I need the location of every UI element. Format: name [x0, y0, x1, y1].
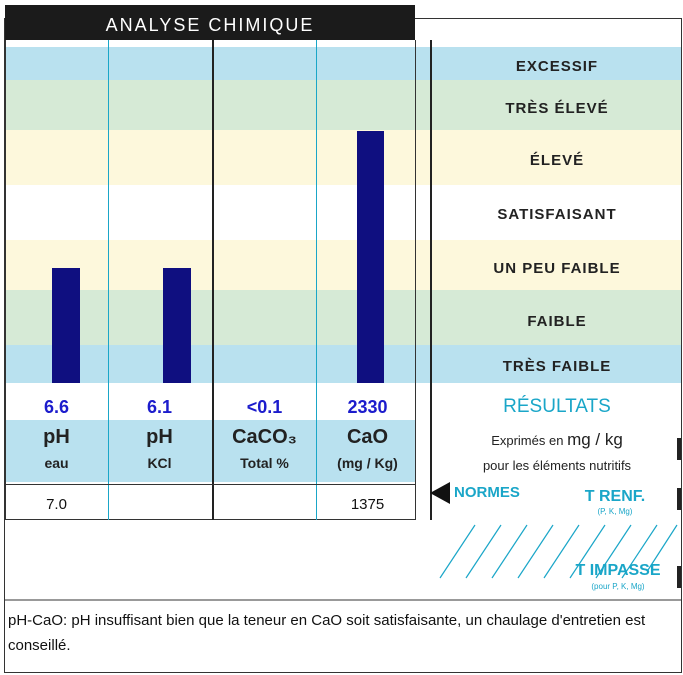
name: CaCO₃	[232, 426, 297, 448]
value: 6.6	[43, 397, 70, 417]
level-label: EXCESSIF	[515, 58, 599, 75]
band	[5, 130, 682, 185]
level-label: TRÈS FAIBLE	[502, 358, 612, 375]
name: pH	[146, 426, 173, 448]
level-label: FAIBLE	[527, 313, 587, 330]
unit: mg / kg	[567, 430, 623, 449]
text: Exprimés en	[491, 433, 564, 448]
band	[5, 47, 682, 80]
comment: pH-CaO: pH insuffisant bien que la teneu…	[8, 612, 646, 654]
t-impasse: T IMPASSE	[575, 562, 661, 579]
band	[5, 290, 682, 345]
rule	[5, 484, 415, 485]
band	[5, 240, 682, 290]
level-label: TRÈS ÉLEVÉ	[505, 100, 609, 117]
header-row	[5, 420, 415, 482]
level-label: UN PEU FAIBLE	[493, 260, 621, 277]
panel-sep	[430, 40, 432, 520]
sub: KCl	[147, 455, 172, 471]
sub: eau	[44, 455, 69, 471]
results-line: pour les éléments nutritifs	[482, 458, 632, 473]
t-impasse-sub: (pour P, K, Mg)	[591, 582, 645, 591]
level-label: ÉLEVÉ	[529, 152, 585, 169]
norm: 1375	[350, 496, 385, 513]
title: ANALYSE CHIMIQUE	[5, 5, 415, 40]
table-frame	[5, 40, 416, 520]
value: <0.1	[246, 397, 283, 417]
band	[5, 80, 682, 130]
value: 6.1	[146, 397, 173, 417]
sub: (mg / Kg)	[337, 455, 398, 471]
results-title: RÉSULTATS	[503, 396, 611, 417]
bar	[357, 131, 384, 383]
band	[5, 345, 682, 383]
col-sep	[316, 40, 317, 520]
bar	[52, 268, 80, 383]
name: CaO	[346, 426, 389, 448]
col-sep	[108, 40, 109, 520]
results-line: Exprimés en mg / kg	[432, 430, 682, 450]
bar	[163, 268, 191, 383]
level-label: SATISFAISANT	[497, 206, 617, 223]
normes: NORMES	[454, 484, 520, 501]
name: pH	[43, 426, 70, 448]
t-renf: T RENF.	[584, 488, 646, 505]
value: 2330	[347, 397, 388, 417]
norm: 7.0	[46, 496, 67, 513]
col-sep	[212, 40, 214, 520]
t-renf-sub: (P, K, Mg)	[597, 507, 633, 516]
sub: Total %	[240, 455, 289, 471]
